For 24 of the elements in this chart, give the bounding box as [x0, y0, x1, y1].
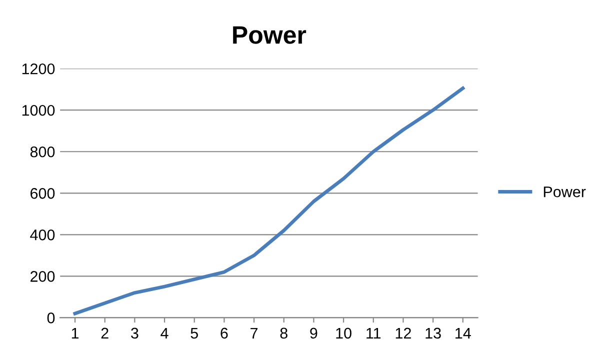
x-tick-label: 11 — [366, 328, 381, 338]
y-tick-label: 1000 — [22, 104, 55, 116]
x-tick-label: 9 — [310, 328, 318, 339]
y-tick-label: 400 — [30, 230, 55, 240]
y-tick-label: 0 — [47, 312, 55, 324]
x-tick-label: 7 — [250, 328, 258, 338]
x-tick-label: 1 — [72, 328, 79, 338]
x-tick-label: 8 — [280, 328, 288, 339]
y-tick-label: 200 — [30, 271, 55, 282]
line-series — [73, 86, 465, 316]
x-tick-label: 4 — [160, 328, 168, 338]
x-tick-label: 6 — [220, 328, 228, 339]
legend-label: Power — [544, 186, 586, 198]
y-tick-label: 600 — [30, 188, 55, 199]
x-tick-label: 10 — [336, 328, 352, 339]
y-tick-label: 800 — [30, 146, 55, 158]
x-tick-label: 2 — [101, 328, 108, 338]
x-tick-label: 3 — [131, 328, 138, 339]
y-tick-label: 1200 — [22, 63, 55, 74]
x-tick-label: 14 — [456, 328, 471, 338]
chart-title: Power — [233, 26, 306, 44]
x-tick-label: 13 — [426, 328, 441, 339]
x-tick-label: 12 — [396, 328, 411, 338]
x-tick-label: 5 — [190, 328, 198, 339]
